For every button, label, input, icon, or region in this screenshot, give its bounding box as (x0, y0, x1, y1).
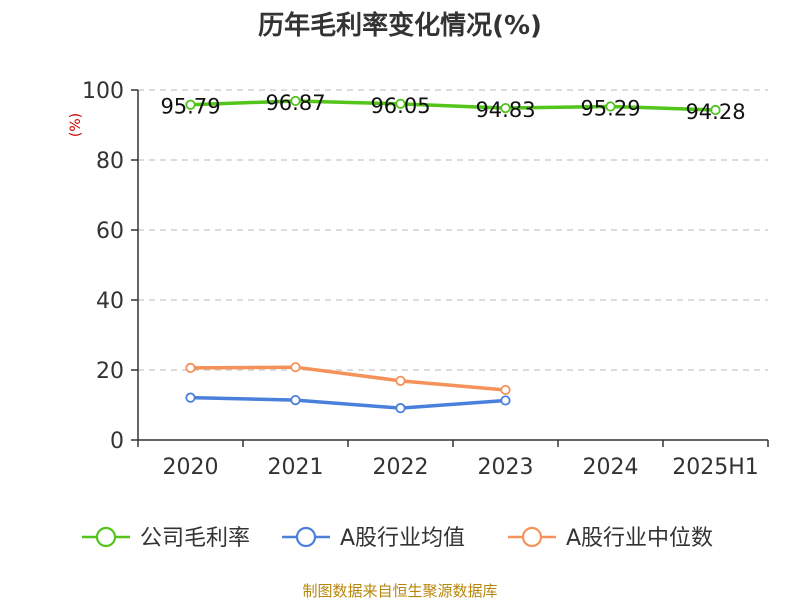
legend-item-0: 公司毛利率 (82, 526, 250, 551)
x-tick-label: 2021 (268, 455, 324, 480)
y-tick-label: 40 (96, 289, 124, 314)
data-label: 94.83 (475, 98, 535, 122)
legend-swatch-marker (95, 526, 117, 548)
legend-label: A股行业中位数 (566, 526, 713, 551)
y-tick-label: 20 (96, 359, 124, 384)
x-tick-label: 2025H1 (672, 455, 759, 480)
x-tick-label: 2024 (583, 455, 639, 480)
x-tick-label: 2023 (478, 455, 534, 480)
data-label: 94.28 (685, 100, 745, 124)
legend-item-1: A股行业均值 (282, 526, 465, 551)
data-point (290, 394, 301, 406)
series-1 (185, 392, 511, 414)
y-tick-label: 0 (110, 429, 124, 454)
data-label: 96.05 (370, 94, 430, 118)
data-label: 95.79 (160, 95, 220, 119)
series-line (188, 395, 508, 410)
legend-label: 公司毛利率 (140, 526, 250, 551)
x-tick-label: 2020 (163, 455, 219, 480)
axes: 0 20 40 60 80 100 2020 2021 2022 2023 2024 2025H1 (82, 79, 769, 480)
series-0 (185, 95, 721, 116)
data-point (290, 95, 301, 107)
data-point (500, 384, 511, 396)
data-label: 95.29 (580, 96, 640, 120)
y-tick-label: 80 (96, 149, 124, 174)
data-point (395, 98, 406, 109)
grid-lines (138, 89, 768, 371)
data-point (290, 362, 301, 373)
data-point (185, 392, 196, 403)
y-axis-unit-label: (%) (68, 113, 84, 137)
series-line (188, 365, 508, 392)
data-point (395, 375, 406, 386)
data-point (185, 99, 196, 110)
legend-item-2: A股行业中位数 (508, 526, 713, 551)
y-tick-label: 60 (96, 219, 124, 244)
legend-label: A股行业均值 (340, 526, 465, 551)
series-2 (185, 362, 511, 396)
series-layer (185, 95, 721, 414)
data-point (185, 362, 196, 373)
data-point (500, 395, 511, 406)
data-point (500, 102, 511, 114)
legend-swatch-marker (521, 526, 543, 548)
data-label: 96.87 (265, 91, 325, 115)
legend-swatch-marker (295, 526, 317, 548)
series-line (188, 99, 718, 112)
x-tick-label: 2022 (373, 455, 429, 480)
data-point (395, 403, 406, 414)
data-point (710, 104, 721, 116)
footer-source-note: 制图数据来自恒生聚源数据库 (302, 582, 497, 600)
y-tick-label: 100 (82, 79, 124, 104)
data-point (605, 101, 616, 112)
legend: 公司毛利率 A股行业均值 A股行业中位数 (82, 526, 713, 551)
data-labels: 95.79 96.87 96.05 94.83 95.29 94.28 (160, 91, 745, 124)
chart-title: 历年毛利率变化情况(%) (258, 10, 542, 41)
